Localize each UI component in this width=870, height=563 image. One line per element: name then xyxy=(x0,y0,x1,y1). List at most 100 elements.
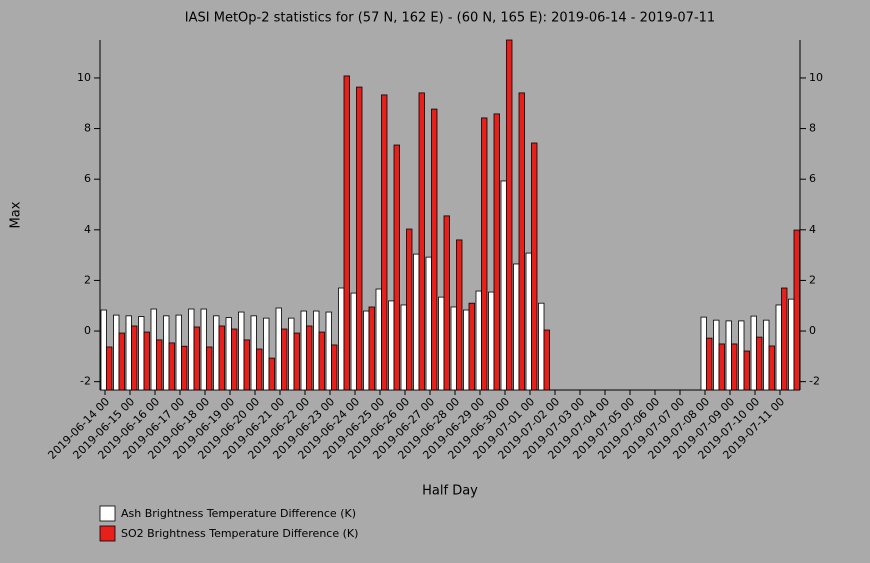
bar xyxy=(793,229,800,391)
bar xyxy=(393,144,400,391)
y-axis-label: Max xyxy=(9,201,24,228)
bar xyxy=(425,256,432,391)
bar xyxy=(188,308,195,391)
bar xyxy=(175,314,182,391)
y2-tick-label: 0 xyxy=(809,324,816,337)
bar xyxy=(381,94,388,391)
bar xyxy=(431,108,438,391)
bar xyxy=(375,288,382,391)
bar xyxy=(181,345,188,391)
bar xyxy=(256,348,263,391)
bar xyxy=(713,319,720,391)
y2-tick-label: 4 xyxy=(809,223,816,236)
legend-swatch xyxy=(99,525,116,542)
y-tick-label: 4 xyxy=(84,223,91,236)
bar xyxy=(518,92,525,391)
bar xyxy=(418,92,425,391)
bar xyxy=(213,315,220,391)
bar xyxy=(143,331,150,391)
bar xyxy=(138,316,145,391)
bar xyxy=(125,315,132,391)
bar xyxy=(450,306,457,391)
bar xyxy=(531,142,538,391)
bar xyxy=(250,315,257,391)
bar xyxy=(363,310,370,391)
bar xyxy=(743,350,750,391)
bar xyxy=(343,75,350,391)
y2-tick-label: 10 xyxy=(809,71,823,84)
bar xyxy=(288,317,295,391)
bar xyxy=(281,328,288,391)
y-tick-label: 2 xyxy=(84,273,91,286)
bar xyxy=(275,307,282,391)
bar xyxy=(463,309,470,391)
bar xyxy=(388,300,395,391)
bar xyxy=(750,315,757,391)
bar xyxy=(725,320,732,391)
bar xyxy=(513,263,520,391)
bar xyxy=(100,309,107,391)
bar xyxy=(481,117,488,391)
bar xyxy=(313,310,320,391)
bar xyxy=(468,302,475,391)
y-tick-label: 0 xyxy=(84,324,91,337)
bar xyxy=(406,228,413,391)
bar xyxy=(331,344,338,391)
bar xyxy=(781,287,788,391)
bar xyxy=(150,308,157,391)
bar xyxy=(738,320,745,391)
legend-label: Ash Brightness Temperature Difference (K… xyxy=(121,507,356,520)
bar xyxy=(200,308,207,391)
bar xyxy=(163,315,170,391)
bar xyxy=(731,343,738,391)
y2-tick-label: 8 xyxy=(809,122,816,135)
bar xyxy=(218,325,225,391)
bar xyxy=(293,332,300,391)
y-tick-label: 6 xyxy=(84,172,91,185)
bar xyxy=(756,336,763,391)
bar xyxy=(400,304,407,391)
bar xyxy=(775,304,782,391)
x-axis-label: Half Day xyxy=(422,484,478,499)
bar xyxy=(231,328,238,391)
bar xyxy=(225,317,232,391)
bar xyxy=(300,310,307,391)
bar xyxy=(325,311,332,391)
bar xyxy=(156,339,163,391)
bar xyxy=(493,113,500,391)
bar xyxy=(506,39,513,391)
y-tick-label: -2 xyxy=(80,375,91,388)
y2-tick-label: 2 xyxy=(809,273,816,286)
bar xyxy=(268,357,275,391)
bar xyxy=(243,339,250,391)
bar xyxy=(306,325,313,391)
bar xyxy=(718,343,725,391)
bar xyxy=(700,316,707,391)
bar xyxy=(788,298,795,391)
bar xyxy=(763,319,770,391)
bar xyxy=(368,306,375,391)
bar xyxy=(543,329,550,391)
y-tick-label: 10 xyxy=(77,71,91,84)
y2-tick-label: 6 xyxy=(809,172,816,185)
bar xyxy=(768,345,775,391)
bar xyxy=(356,86,363,391)
bar xyxy=(238,311,245,391)
chart-title: IASI MetOp-2 statistics for (57 N, 162 E… xyxy=(185,11,715,26)
bar xyxy=(106,346,113,391)
bar xyxy=(475,290,482,391)
bar xyxy=(193,326,200,391)
bar xyxy=(525,252,532,391)
bar xyxy=(318,331,325,391)
bar xyxy=(456,239,463,391)
bar xyxy=(488,291,495,391)
bar xyxy=(263,317,270,391)
bar xyxy=(350,292,357,391)
bar xyxy=(118,332,125,391)
bar xyxy=(538,302,545,391)
bar xyxy=(338,287,345,391)
bar xyxy=(413,253,420,391)
bar xyxy=(168,342,175,391)
y-tick-label: 8 xyxy=(84,122,91,135)
